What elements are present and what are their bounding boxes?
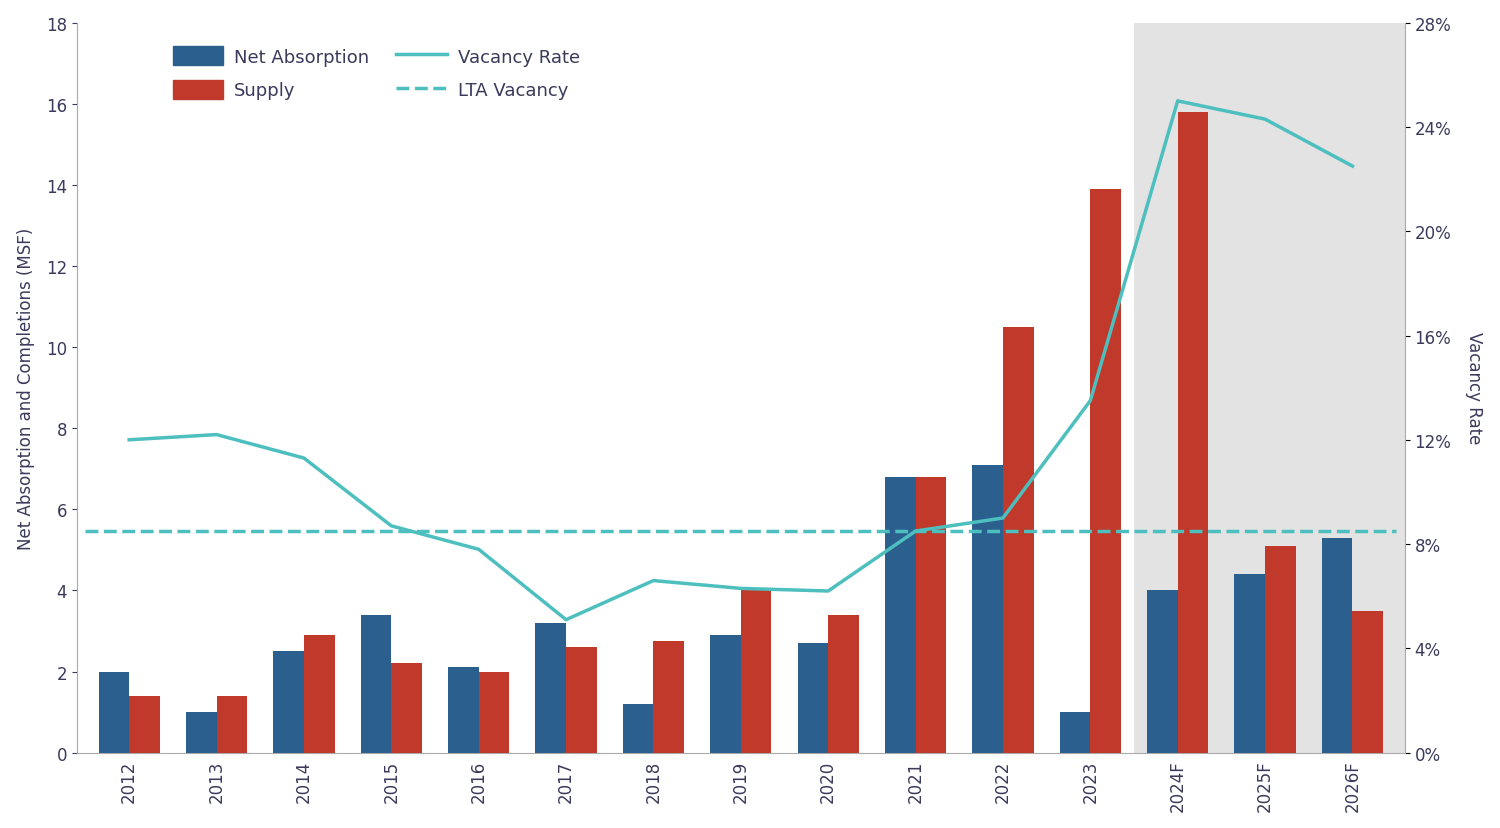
- Line: Vacancy Rate: Vacancy Rate: [129, 102, 1353, 620]
- Bar: [273, 652, 304, 753]
- Vacancy Rate: [296, 454, 314, 464]
- Vacancy Rate: [1082, 397, 1100, 407]
- Bar: [828, 615, 860, 753]
- Bar: [915, 477, 946, 753]
- Vacancy Rate: [1256, 115, 1274, 125]
- Bar: [1004, 327, 1034, 753]
- Bar: [448, 667, 478, 753]
- Bar: [1134, 24, 1413, 753]
- Y-axis label: Net Absorption and Completions (MSF): Net Absorption and Completions (MSF): [16, 227, 34, 549]
- Bar: [622, 704, 654, 753]
- Vacancy Rate: [906, 527, 924, 537]
- Vacancy Rate: [1168, 97, 1186, 107]
- Bar: [1322, 538, 1353, 753]
- Bar: [478, 672, 510, 753]
- Bar: [710, 635, 741, 753]
- Bar: [129, 696, 160, 753]
- Bar: [1148, 590, 1178, 753]
- Bar: [798, 643, 828, 753]
- Bar: [536, 623, 566, 753]
- Bar: [1264, 546, 1296, 753]
- Vacancy Rate: [556, 615, 574, 625]
- Bar: [99, 672, 129, 753]
- Bar: [360, 615, 392, 753]
- Y-axis label: Vacancy Rate: Vacancy Rate: [1466, 332, 1484, 445]
- Bar: [392, 663, 422, 753]
- Bar: [1178, 113, 1209, 753]
- Bar: [885, 477, 915, 753]
- Legend: Net Absorption, Supply, Vacancy Rate, LTA Vacancy: Net Absorption, Supply, Vacancy Rate, LT…: [165, 40, 586, 108]
- Vacancy Rate: [470, 545, 488, 555]
- Bar: [654, 642, 684, 753]
- Vacancy Rate: [994, 513, 1012, 523]
- Bar: [972, 465, 1004, 753]
- Bar: [1090, 190, 1120, 753]
- Bar: [566, 647, 597, 753]
- Bar: [1059, 712, 1090, 753]
- Bar: [186, 712, 216, 753]
- Bar: [1353, 611, 1383, 753]
- Vacancy Rate: [120, 436, 138, 445]
- Vacancy Rate: [819, 586, 837, 596]
- Bar: [741, 590, 771, 753]
- Vacancy Rate: [732, 584, 750, 594]
- Vacancy Rate: [382, 521, 400, 531]
- Bar: [216, 696, 248, 753]
- Bar: [1234, 575, 1264, 753]
- Bar: [304, 635, 334, 753]
- Vacancy Rate: [1344, 162, 1362, 172]
- Vacancy Rate: [207, 430, 225, 440]
- Vacancy Rate: [645, 576, 663, 586]
